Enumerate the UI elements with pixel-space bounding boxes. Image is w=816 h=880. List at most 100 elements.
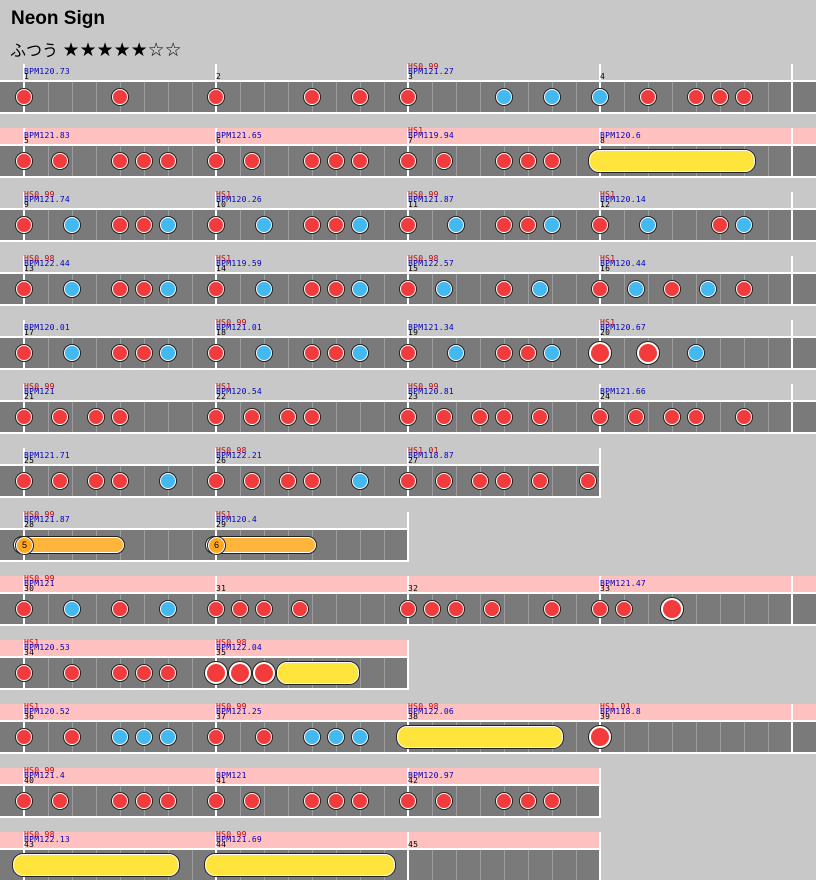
don-note	[400, 281, 416, 297]
don-note	[52, 153, 68, 169]
beat-line	[384, 338, 385, 368]
bpm-label: BPM121.87	[408, 195, 455, 204]
don-note	[496, 793, 512, 809]
hs-label: HS0.99	[24, 382, 55, 391]
don-note	[112, 345, 128, 361]
barline	[599, 832, 601, 880]
beat-line	[768, 402, 769, 432]
beat-line	[768, 594, 769, 624]
beat-line	[432, 338, 433, 368]
bpm-label: BPM120.44	[600, 259, 647, 268]
measure-number: 31	[216, 584, 227, 593]
difficulty-name: ふつう	[10, 43, 59, 60]
ka-note	[112, 729, 128, 745]
beat-line	[288, 82, 289, 112]
beat-line	[768, 722, 769, 752]
beat-line	[480, 146, 481, 176]
don-note	[352, 89, 368, 105]
don-note	[16, 665, 32, 681]
measure-number: 43	[24, 840, 35, 849]
bpm-label: BPM118.87	[408, 451, 455, 460]
don-note	[436, 409, 452, 425]
hs-label: HS0.98	[24, 254, 55, 263]
beat-line	[72, 402, 73, 432]
don-note	[736, 89, 752, 105]
beat-line	[504, 850, 505, 880]
beat-line	[192, 82, 193, 112]
beat-line	[624, 722, 625, 752]
chart-row: HS1 BPM120.52 36 HS0.99 BPM121.25 37 HS0.98 BPM…	[0, 703, 816, 768]
bpm-label: BPM120.53	[24, 643, 71, 652]
ka-note	[352, 473, 368, 489]
beat-line	[720, 338, 721, 368]
beat-line	[48, 338, 49, 368]
beat-line	[192, 210, 193, 240]
beat-line	[720, 594, 721, 624]
beat-line	[576, 402, 577, 432]
don-note	[304, 409, 320, 425]
beat-line	[72, 786, 73, 816]
beat-line	[720, 722, 721, 752]
beat-line	[336, 402, 337, 432]
don-note	[88, 473, 104, 489]
don-note	[400, 409, 416, 425]
beat-line	[432, 146, 433, 176]
don-note	[628, 409, 644, 425]
ka-note	[160, 345, 176, 361]
beat-line	[168, 530, 169, 560]
barline	[599, 448, 601, 498]
beat-line	[144, 594, 145, 624]
don-note	[136, 345, 152, 361]
beat-line	[192, 786, 193, 816]
beat-line	[456, 786, 457, 816]
measure-number: 38	[408, 712, 419, 721]
beat-line	[192, 594, 193, 624]
don-note	[736, 409, 752, 425]
beat-line	[576, 146, 577, 176]
beat-line	[552, 850, 553, 880]
lane-track	[0, 784, 600, 818]
beat-line	[48, 146, 49, 176]
don-note	[244, 473, 260, 489]
beat-line	[528, 466, 529, 496]
ka-note	[160, 281, 176, 297]
don-note	[328, 793, 344, 809]
beat-line	[528, 850, 529, 880]
measure-number: 35	[216, 648, 227, 657]
beat-line	[672, 338, 673, 368]
don-note	[88, 409, 104, 425]
measure-number: 44	[216, 840, 227, 849]
bpm-label: BPM121	[216, 771, 247, 780]
measure-number: 33	[600, 584, 611, 593]
beat-line	[240, 338, 241, 368]
beat-line	[576, 722, 577, 752]
don-note	[352, 153, 368, 169]
measure-number: 3	[408, 72, 414, 81]
beat-line	[192, 850, 193, 880]
don-note	[112, 153, 128, 169]
beat-line	[384, 658, 385, 688]
don-note	[424, 601, 440, 617]
beat-line	[384, 786, 385, 816]
don-note	[328, 281, 344, 297]
beat-line	[648, 274, 649, 304]
don-note	[112, 281, 128, 297]
beat-line	[48, 82, 49, 112]
measure-number: 24	[600, 392, 611, 401]
ka-note	[64, 345, 80, 361]
don-note	[208, 729, 224, 745]
don-note	[208, 601, 224, 617]
beat-line	[96, 338, 97, 368]
don-note	[496, 473, 512, 489]
beat-line	[192, 338, 193, 368]
bpm-label: BPM121.87	[24, 515, 71, 524]
big-don-note	[589, 726, 611, 748]
bpm-label: BPM119.59	[216, 259, 263, 268]
beat-line	[648, 402, 649, 432]
measure-number: 10	[216, 200, 227, 209]
hs-label: HS1	[216, 382, 232, 391]
don-note	[688, 409, 704, 425]
beat-line	[312, 594, 313, 624]
bpm-label: BPM121.34	[408, 323, 455, 332]
chart-row: BPM121.71 25 HS0.98 BPM122.21 26 HS1.01 BPM118…	[0, 447, 816, 512]
